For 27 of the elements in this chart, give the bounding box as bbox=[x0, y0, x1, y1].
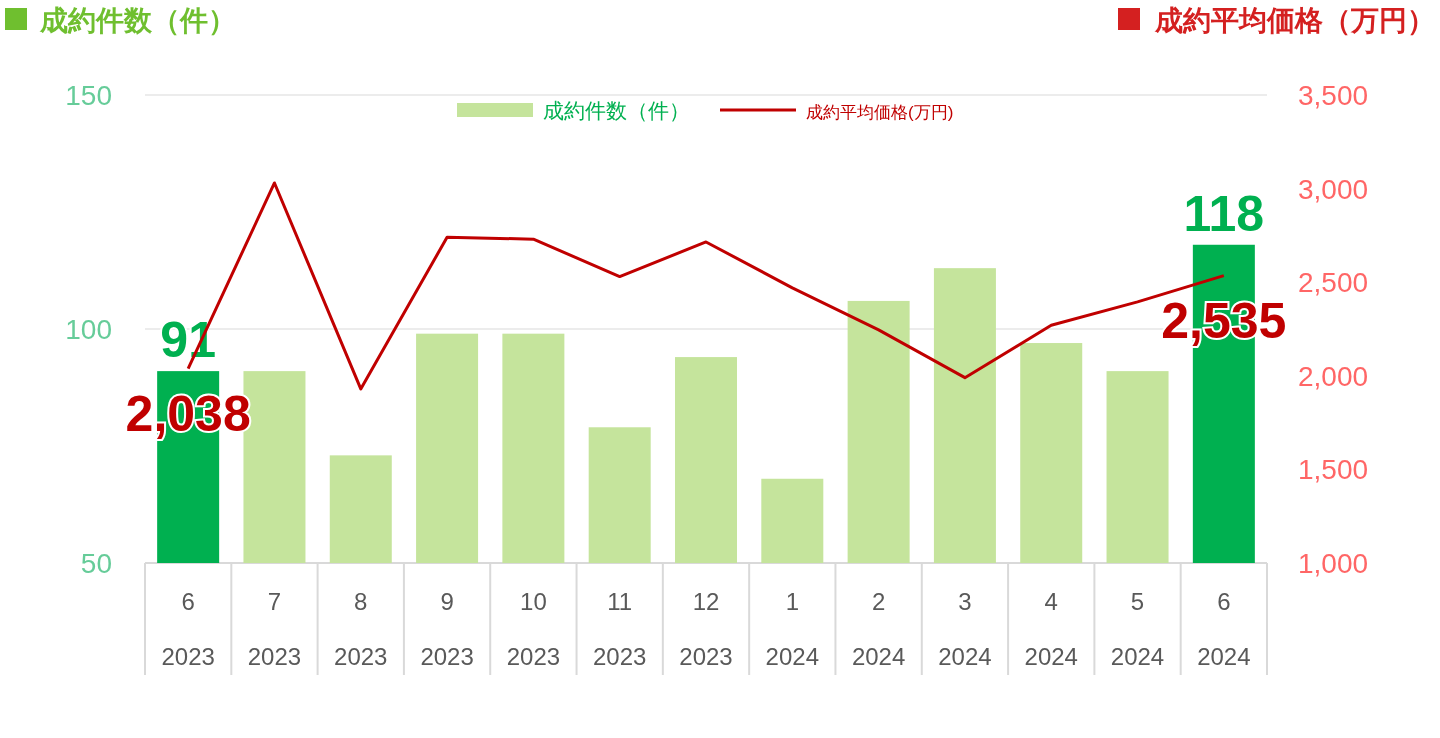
data-label: 118 bbox=[1183, 185, 1265, 242]
y-tick-label: 50 bbox=[80, 548, 112, 579]
x-tick-label: 4 2024 bbox=[1024, 588, 1078, 670]
x-tick-label: 10 2023 bbox=[506, 588, 561, 670]
y2-tick-label: 3,500 bbox=[1298, 80, 1369, 111]
y-tick-label: 150 bbox=[65, 80, 112, 111]
x-tick-label: 7 2023 bbox=[247, 588, 302, 670]
x-tick-label: 6 2024 bbox=[1197, 588, 1251, 670]
y2-tick-label: 1,500 bbox=[1298, 454, 1369, 486]
x-tick-label: 2 2024 bbox=[851, 588, 906, 670]
x-tick-label: 5 2024 bbox=[1110, 588, 1165, 670]
y2-tick-label: 2,500 bbox=[1298, 267, 1369, 299]
x-tick-label: 12 2023 bbox=[679, 588, 733, 670]
x-tick-label: 9 2023 bbox=[420, 588, 474, 670]
y-axis-title: 成約件数（件） bbox=[39, 5, 236, 36]
x-tick-label: 11 2023 bbox=[593, 588, 647, 670]
y-tick-label: 100 bbox=[65, 314, 112, 345]
x-tick-label: 8 2023 bbox=[334, 588, 388, 670]
legend-label: 成約平均価格(万円) bbox=[806, 103, 954, 122]
x-tick-label: 3 2024 bbox=[938, 588, 992, 670]
y2-tick-label: 2,000 bbox=[1298, 360, 1369, 392]
y2-tick-label: 1,000 bbox=[1298, 548, 1369, 579]
y2-tick-label: 3,000 bbox=[1298, 173, 1369, 205]
y2-axis-title: 成約平均価格（万円） bbox=[1154, 5, 1435, 36]
x-tick-label: 1 2024 bbox=[765, 588, 819, 670]
legend-label: 成約件数（件） bbox=[543, 99, 690, 122]
x-tick-label: 6 2023 bbox=[161, 588, 215, 670]
